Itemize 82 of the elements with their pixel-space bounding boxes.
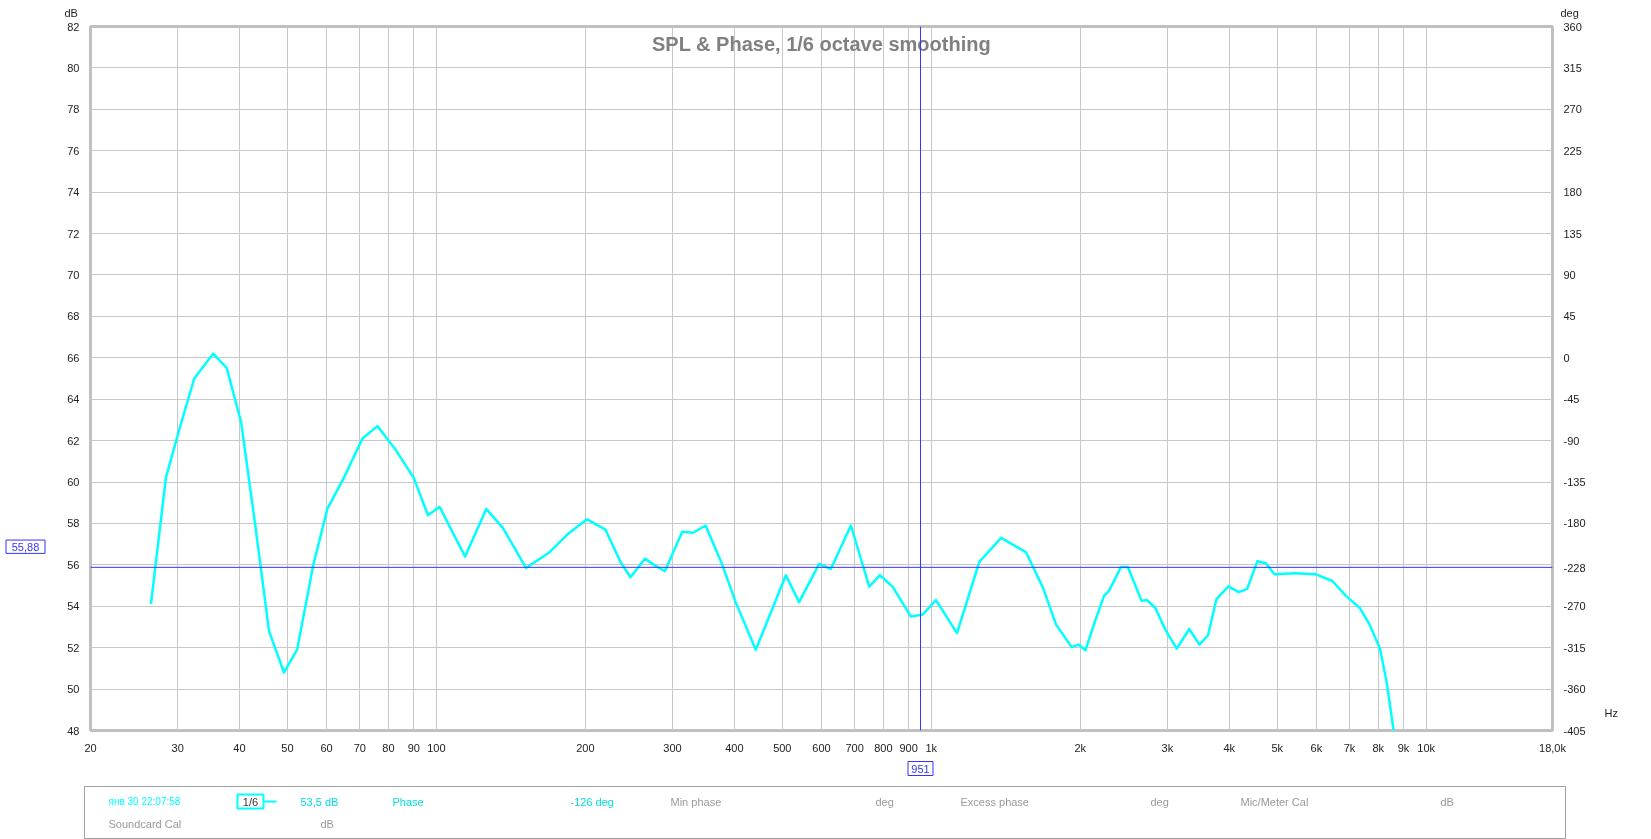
y2-tick-label: 90 [1563, 268, 1576, 281]
y2-tick-label: 270 [1563, 103, 1582, 116]
y-tick-label: 58 [67, 517, 80, 530]
y2-tick-label: 0 [1563, 351, 1570, 364]
x-tick-label: 5k [1271, 741, 1284, 754]
x-tick-label: 900 [899, 741, 918, 754]
y-tick-label: 80 [67, 61, 80, 74]
x-tick-label: 100 [427, 741, 446, 754]
y2-tick-label: 180 [1563, 186, 1582, 199]
y-tick-label: 50 [67, 683, 80, 696]
text: янв 30 22:07:58 [108, 796, 181, 807]
x-tick-label: 500 [773, 741, 792, 754]
y2-tick-label: -315 [1563, 641, 1586, 654]
y2-tick-label: -135 [1563, 476, 1586, 489]
y2-tick-label: -405 [1563, 724, 1586, 737]
text: 53,5 dB [300, 795, 339, 808]
x-tick-label: 800 [874, 741, 893, 754]
x-tick-label: 200 [576, 741, 595, 754]
text: dB [1440, 795, 1454, 808]
text: deg [875, 795, 894, 808]
y-tick-label: 74 [67, 186, 80, 199]
y2-tick-label: 315 [1563, 61, 1582, 74]
x-tick-label: 9k [1397, 741, 1410, 754]
y-axis-title: dB [64, 6, 78, 19]
y-tick-label: 72 [67, 227, 80, 240]
y-tick-label: 64 [67, 393, 80, 406]
y2-tick-label: 135 [1563, 227, 1582, 240]
x-tick-label: 80 [382, 741, 395, 754]
text: -126 deg [570, 795, 614, 808]
x-tick-label: 30 [171, 741, 184, 754]
x-tick-label: 400 [725, 741, 744, 754]
text: 1/6 [242, 795, 259, 808]
y-tick-label: 56 [67, 558, 80, 571]
x-tick-label: 7k [1343, 741, 1356, 754]
x-tick-label: 4k [1223, 741, 1236, 754]
y2-tick-label: -90 [1563, 434, 1580, 447]
y2-tick-label: 360 [1563, 20, 1582, 33]
y-tick-label: 78 [67, 103, 80, 116]
text: Phase [392, 795, 424, 808]
x-tick-label: 2k [1074, 741, 1087, 754]
y-tick-label: 76 [67, 144, 80, 157]
x-tick-label: 700 [845, 741, 864, 754]
text: Min phase [670, 795, 722, 808]
y2-axis-title: deg [1560, 6, 1579, 19]
x-tick-label: 18,0k [1539, 741, 1567, 754]
x-tick-label: 8k [1372, 741, 1385, 754]
x-tick-label: 600 [812, 741, 831, 754]
y2-tick-label: -180 [1563, 517, 1586, 530]
x-tick-label: 10k [1417, 741, 1436, 754]
y2-tick-label: -270 [1563, 600, 1586, 613]
y-tick-label: 66 [67, 351, 80, 364]
x-axis-title: Hz [1604, 707, 1618, 720]
x-tick-label: 50 [281, 741, 294, 754]
y-tick-label: 70 [67, 268, 80, 281]
x-tick-label: 90 [407, 741, 420, 754]
y-tick-label: 60 [67, 476, 80, 489]
text: dB [320, 817, 334, 830]
y-tick-label: 48 [67, 724, 80, 737]
y2-tick-label: -360 [1563, 683, 1586, 696]
x-tick-label: 20 [84, 741, 97, 754]
y-tick-label: 52 [67, 641, 80, 654]
x-tick-label: 300 [663, 741, 682, 754]
y2-tick-label: 225 [1563, 144, 1582, 157]
y2-tick-label: 45 [1563, 310, 1576, 323]
x-tick-label: 3k [1161, 741, 1174, 754]
y-tick-label: 68 [67, 310, 80, 323]
x-tick-label: 70 [353, 741, 366, 754]
y-tick-label: 54 [67, 600, 80, 613]
text: Excess phase [960, 795, 1029, 808]
ref-line-label: 55,88 [11, 540, 40, 553]
text: Soundcard Cal [108, 817, 182, 830]
x-tick-label: 1k [925, 741, 938, 754]
y2-tick-label: -45 [1563, 393, 1580, 406]
x-tick-label: 6k [1310, 741, 1323, 754]
y2-tick-label: -228 [1563, 561, 1586, 574]
text: Mic/Meter Cal [1240, 795, 1309, 808]
y-tick-label: 82 [67, 20, 80, 33]
x-tick-label: 40 [233, 741, 246, 754]
ref-line-label: 951 [911, 762, 930, 775]
text: deg [1150, 795, 1169, 808]
x-tick-label: 60 [320, 741, 333, 754]
y-tick-label: 62 [67, 434, 80, 447]
